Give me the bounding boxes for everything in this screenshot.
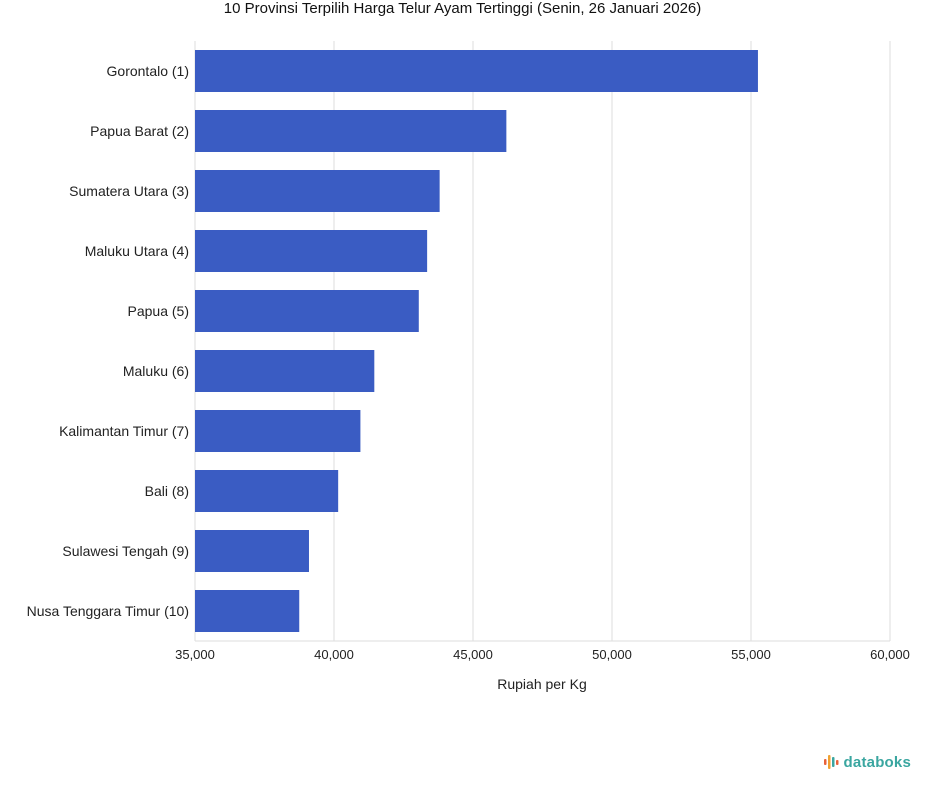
- bar[interactable]: [195, 350, 375, 392]
- category-label: Gorontalo (1): [107, 63, 189, 79]
- brand-logo[interactable]: databoks: [823, 752, 911, 772]
- x-tick-label: 45,000: [453, 647, 493, 662]
- category-label: Papua (5): [128, 303, 189, 319]
- category-label: Nusa Tenggara Timur (10): [27, 603, 189, 619]
- x-tick-label: 35,000: [175, 647, 215, 662]
- category-label: Maluku (6): [123, 363, 189, 379]
- bar[interactable]: [195, 230, 428, 272]
- bar[interactable]: [195, 410, 361, 452]
- bar[interactable]: [195, 290, 419, 332]
- category-label: Kalimantan Timur (7): [59, 423, 189, 439]
- x-tick-labels: 35,000 40,000 45,000 50,000 55,000 60,000: [175, 647, 910, 662]
- bars: [195, 50, 758, 632]
- bar[interactable]: [195, 590, 300, 632]
- x-axis-title: Rupiah per Kg: [497, 676, 587, 692]
- x-tick-label: 60,000: [870, 647, 910, 662]
- bar[interactable]: [195, 170, 440, 212]
- databoks-bars-icon: [823, 755, 839, 769]
- category-label: Maluku Utara (4): [85, 243, 189, 259]
- category-label: Sulawesi Tengah (9): [62, 543, 189, 559]
- x-tick-label: 40,000: [314, 647, 354, 662]
- x-tick-label: 55,000: [731, 647, 771, 662]
- bar[interactable]: [195, 530, 309, 572]
- brand-name: databoks: [843, 753, 911, 771]
- bar[interactable]: [195, 110, 507, 152]
- bar[interactable]: [195, 470, 339, 512]
- category-label: Bali (8): [145, 483, 189, 499]
- bar[interactable]: [195, 50, 758, 92]
- category-label: Sumatera Utara (3): [69, 183, 189, 199]
- category-labels: Gorontalo (1) Papua Barat (2) Sumatera Uta…: [27, 63, 189, 619]
- category-label: Papua Barat (2): [90, 123, 189, 139]
- chart-title: 10 Provinsi Terpilih Harga Telur Ayam Te…: [223, 0, 702, 17]
- x-tick-label: 50,000: [592, 647, 632, 662]
